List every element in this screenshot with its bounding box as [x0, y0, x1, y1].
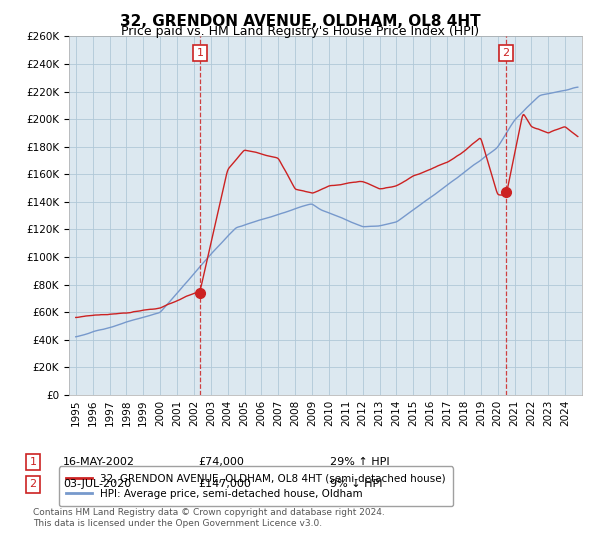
Text: 1: 1: [29, 457, 37, 467]
Text: Contains HM Land Registry data © Crown copyright and database right 2024.
This d: Contains HM Land Registry data © Crown c…: [33, 508, 385, 528]
Text: 16-MAY-2002: 16-MAY-2002: [63, 457, 135, 467]
Text: 29% ↑ HPI: 29% ↑ HPI: [330, 457, 389, 467]
Text: 03-JUL-2020: 03-JUL-2020: [63, 479, 131, 489]
Text: 2: 2: [29, 479, 37, 489]
Text: 9% ↓ HPI: 9% ↓ HPI: [330, 479, 383, 489]
Text: 1: 1: [197, 48, 203, 58]
Legend: 32, GRENDON AVENUE, OLDHAM, OL8 4HT (semi-detached house), HPI: Average price, s: 32, GRENDON AVENUE, OLDHAM, OL8 4HT (sem…: [59, 466, 454, 506]
Text: £74,000: £74,000: [198, 457, 244, 467]
Text: £147,000: £147,000: [198, 479, 251, 489]
Text: 2: 2: [503, 48, 509, 58]
Text: 32, GRENDON AVENUE, OLDHAM, OL8 4HT: 32, GRENDON AVENUE, OLDHAM, OL8 4HT: [119, 14, 481, 29]
Text: Price paid vs. HM Land Registry's House Price Index (HPI): Price paid vs. HM Land Registry's House …: [121, 25, 479, 38]
